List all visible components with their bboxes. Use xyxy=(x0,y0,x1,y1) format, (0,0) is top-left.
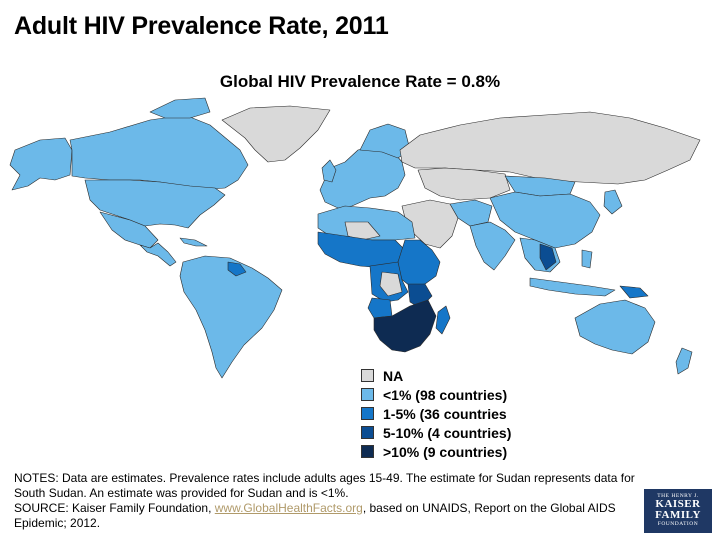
region-scandinavia xyxy=(359,123,411,159)
logo-line-2b: FAMILY xyxy=(655,509,701,521)
region-alaska xyxy=(9,137,73,191)
source-suffix: , based on UNAIDS, Report on the Global … xyxy=(14,501,616,530)
legend-item-1-5: 1-5% (36 countries xyxy=(361,404,511,423)
region-iran-afghanistan xyxy=(449,199,493,227)
region-southern-africa xyxy=(373,299,437,353)
legend-label-1-5: 1-5% (36 countries xyxy=(383,405,507,422)
region-madagascar xyxy=(435,305,451,335)
legend-swatch-lt1 xyxy=(361,388,374,401)
page-title: Adult HIV Prevalence Rate, 2011 xyxy=(14,12,389,40)
region-south-america xyxy=(179,255,283,379)
region-drc-na xyxy=(379,271,403,297)
region-sahara-na xyxy=(344,221,381,241)
legend-item-lt1: <1% (98 countries) xyxy=(361,385,511,404)
legend-swatch-5-10 xyxy=(361,426,374,439)
region-angola xyxy=(367,297,393,319)
legend-item-gt10: >10% (9 countries) xyxy=(361,442,511,461)
legend-swatch-na xyxy=(361,369,374,382)
region-india xyxy=(469,221,516,271)
region-canada-islands xyxy=(149,97,211,119)
source-prefix: SOURCE: Kaiser Family Foundation, xyxy=(14,501,215,515)
region-uk xyxy=(321,159,337,183)
legend-item-5-10: 5-10% (4 countries) xyxy=(361,423,511,442)
region-papua xyxy=(619,285,649,299)
legend-item-na: NA xyxy=(361,366,511,385)
map-legend: NA <1% (98 countries) 1-5% (36 countries… xyxy=(361,366,511,461)
notes-text: NOTES: Data are estimates. Prevalence ra… xyxy=(14,471,635,500)
region-caribbean xyxy=(179,237,208,247)
logo-line-2a: KAISER xyxy=(655,498,701,510)
legend-label-lt1: <1% (98 countries) xyxy=(383,386,508,403)
legend-swatch-1-5 xyxy=(361,407,374,420)
region-guyana-suriname xyxy=(227,261,247,277)
region-australia xyxy=(574,299,656,355)
region-east-africa xyxy=(397,239,441,287)
logo-line-1: THE HENRY J. xyxy=(657,493,699,499)
region-usa xyxy=(84,179,226,229)
region-canada xyxy=(69,114,249,191)
region-greenland xyxy=(221,105,331,163)
region-thailand xyxy=(539,243,557,271)
source-text: SOURCE: Kaiser Family Foundation, www.Gl… xyxy=(14,501,644,531)
legend-label-na: NA xyxy=(383,367,404,384)
region-china xyxy=(489,191,601,249)
region-korea-japan xyxy=(603,189,623,215)
region-philippines xyxy=(581,249,593,269)
region-new-zealand xyxy=(675,347,693,375)
notes-section: NOTES: Data are estimates. Prevalence ra… xyxy=(14,471,644,531)
kff-logo: THE HENRY J. KAISER FAMILY FOUNDATION xyxy=(644,489,712,533)
legend-label-5-10: 5-10% (4 countries) xyxy=(383,424,512,441)
region-central-america xyxy=(139,242,177,267)
legend-label-gt10: >10% (9 countries) xyxy=(383,443,508,460)
source-link[interactable]: www.GlobalHealthFacts.org xyxy=(214,501,363,515)
global-rate-subtitle: Global HIV Prevalence Rate = 0.8% xyxy=(219,72,501,91)
region-indonesia xyxy=(529,277,616,297)
logo-line-3: FOUNDATION xyxy=(657,521,699,527)
legend-swatch-gt10 xyxy=(361,445,374,458)
region-central-asia xyxy=(417,167,511,201)
